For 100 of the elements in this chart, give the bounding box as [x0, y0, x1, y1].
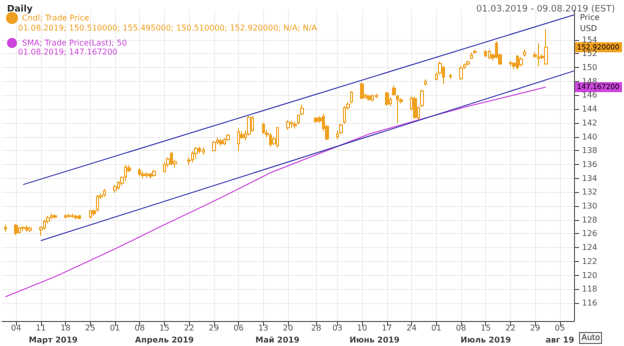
text: Июнь 2019 — [349, 336, 400, 344]
candlestick — [420, 89, 424, 108]
candlestick — [226, 133, 230, 142]
candlestick — [170, 151, 173, 166]
x-tick-label: 15 — [480, 324, 491, 332]
candlestick — [78, 214, 81, 220]
y-tick-label: 124 — [582, 243, 598, 252]
y-tick-label: 116 — [582, 298, 598, 308]
y-tick-label: 138 — [582, 146, 598, 156]
candlestick — [385, 91, 389, 106]
candlestick — [103, 188, 106, 198]
x-tick-label: 04 — [11, 324, 22, 332]
candlestick — [290, 120, 293, 128]
x-tick-label: 03 — [332, 324, 343, 332]
candlestick — [237, 128, 240, 152]
y-tick-label: 144 — [582, 104, 598, 114]
y-tick-label: 136 — [582, 160, 598, 169]
y-tick-label: 118 — [582, 284, 598, 294]
text: Апрель 2019 — [135, 336, 194, 344]
y-tick-label: 142 — [582, 118, 598, 128]
x-tick-label: 24 — [406, 324, 417, 332]
candlestick — [350, 90, 353, 104]
candlestick — [4, 224, 7, 232]
text: Auto — [582, 333, 600, 342]
chart-subtitle: 01.03.2019 - 09.08.2019 (EST) — [476, 4, 615, 14]
candlestick — [53, 214, 57, 219]
candlestick — [523, 48, 526, 57]
candlestick — [343, 106, 346, 124]
candlestick — [124, 164, 127, 182]
y-tick-label: 146 — [582, 90, 598, 100]
x-tick-label: 29 — [208, 324, 219, 332]
candlestick — [509, 60, 512, 67]
x-tick-label: 22 — [505, 324, 516, 332]
candlestick — [544, 28, 548, 64]
annotation: 01.08.2019; 150.510000; 155.495000; 150.510000; 152.920000; N/A; N/A — [18, 24, 318, 32]
y-tick-label: 140 — [582, 132, 598, 142]
candlestick — [25, 224, 28, 232]
text: Март 2019 — [28, 336, 78, 344]
x-tick-label: 17 — [382, 324, 392, 332]
candlestick — [459, 66, 463, 80]
x-tick-label: 15 — [159, 324, 170, 332]
candlestick — [371, 94, 374, 102]
y-tick-label: 154 — [582, 35, 598, 44]
candlestick — [96, 194, 99, 212]
candlestick — [537, 42, 540, 67]
x-tick-label: 08 — [456, 324, 466, 332]
candlestick — [413, 96, 417, 120]
x-tick-label: 10 — [357, 324, 368, 332]
candlestick — [18, 226, 21, 234]
candlestick — [269, 132, 272, 147]
legend-label: SMA; Trade Price(Last); 50 — [22, 38, 127, 48]
x-tick-label: 20 — [282, 324, 294, 332]
candlestick — [67, 213, 71, 218]
y-tick-label: 132 — [582, 188, 598, 197]
candlestick — [71, 213, 74, 218]
x-tick-label: 18 — [60, 324, 71, 332]
y-tick-label: 128 — [582, 215, 598, 224]
candlestick — [74, 214, 78, 220]
y-tick-label: 130 — [582, 202, 598, 211]
text: авг 19 — [546, 336, 575, 344]
candlestick — [251, 115, 254, 132]
candlestick — [191, 150, 194, 163]
candlestick — [163, 162, 166, 174]
x-tick-label: 08 — [134, 324, 145, 332]
y-tick-label: 120 — [582, 270, 598, 280]
candlestick — [466, 60, 470, 66]
candlestick — [262, 122, 265, 134]
candlestick — [219, 138, 223, 146]
candlestick — [64, 214, 67, 219]
candlestick — [516, 54, 519, 70]
line-series — [5, 86, 546, 298]
candlestick — [375, 93, 378, 98]
candlestick — [424, 78, 427, 86]
y-axis-title: Price USD — [580, 13, 602, 33]
candlestick — [212, 140, 216, 152]
text: Июль 2019 — [460, 336, 512, 344]
candlestick — [276, 126, 279, 148]
candlestick — [89, 210, 92, 219]
candlestick — [286, 120, 290, 130]
candlestick — [141, 170, 145, 179]
candlestick — [442, 66, 445, 85]
candlestick — [396, 94, 399, 124]
candlestick — [145, 172, 149, 178]
candlestick — [360, 82, 364, 100]
candlestick — [367, 94, 371, 102]
x-tick-label: 22 — [184, 324, 194, 332]
candlestick — [28, 226, 32, 233]
x-tick-label: 28 — [311, 324, 322, 332]
x-tick-label: 01 — [110, 324, 120, 332]
candlestick — [138, 168, 141, 177]
candlestick — [519, 56, 523, 67]
y-tick-label: 126 — [582, 229, 598, 238]
legend-label: Cndl; Trade Price — [22, 14, 90, 22]
annotation: 01.08.2019; 147.167200 — [18, 48, 118, 56]
candlestick — [392, 85, 396, 96]
candlestick — [152, 170, 156, 178]
candlestick — [470, 52, 473, 60]
x-tick-label: 13 — [258, 324, 268, 332]
candlestick — [223, 138, 226, 146]
chart-title: Daily — [7, 4, 33, 14]
